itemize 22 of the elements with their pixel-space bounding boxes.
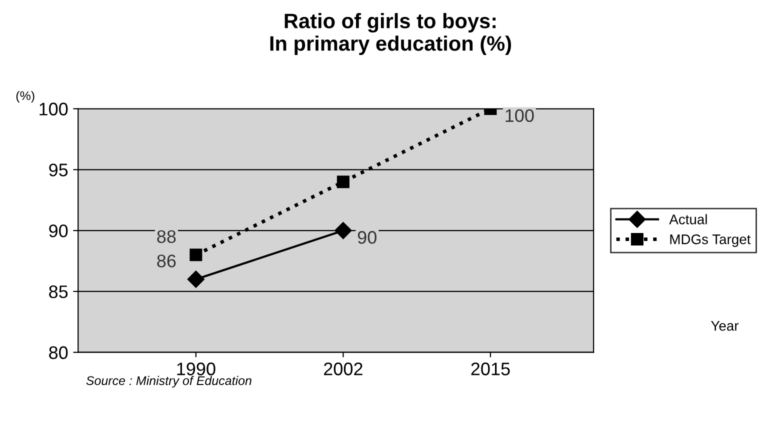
text: Year xyxy=(711,321,739,331)
y-tick-label: 90 xyxy=(49,224,68,238)
y-tick-label: 80 xyxy=(49,346,68,360)
point xyxy=(187,270,204,288)
y-tick-label: 100 xyxy=(40,102,68,116)
x-tick-label: 2015 xyxy=(471,362,510,376)
chart-title: Ratio of girls to boys: In primary education (%) xyxy=(270,13,512,55)
data-label: 88 xyxy=(157,230,176,244)
data-label: 100 xyxy=(506,109,534,122)
x-tick-label: 1990 xyxy=(177,362,216,376)
y-tick-label: 95 xyxy=(49,164,68,176)
legend-label: MDGs Target xyxy=(670,234,751,247)
data-label: 90 xyxy=(358,231,376,244)
y-axis-title: (%) xyxy=(16,90,34,103)
y-tick-label: 85 xyxy=(49,285,68,298)
x-tick-label: 2002 xyxy=(324,362,362,376)
legend-label: Actual xyxy=(669,214,707,224)
point xyxy=(190,248,202,262)
data-label: 86 xyxy=(157,254,176,268)
source-note: Source : Ministry of Education xyxy=(86,376,252,388)
point xyxy=(336,176,350,188)
point xyxy=(334,222,352,240)
